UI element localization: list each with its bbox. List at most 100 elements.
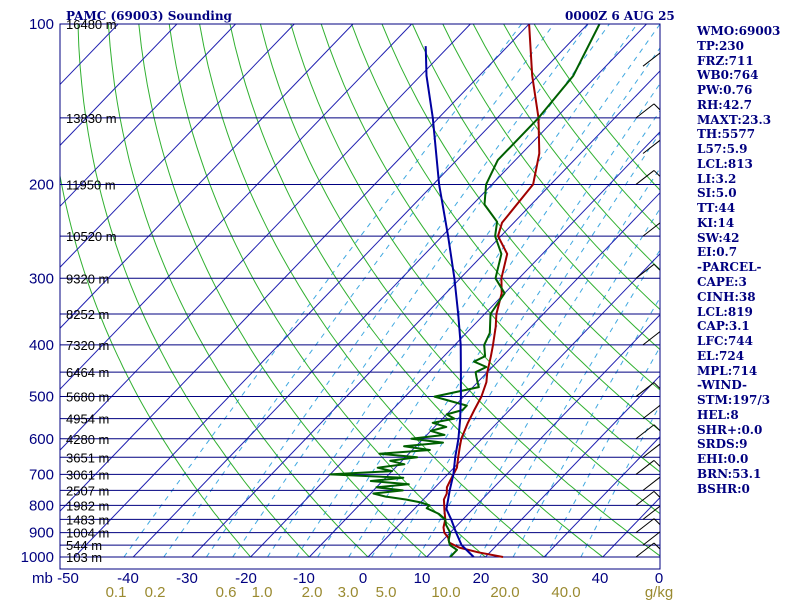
isotherm-line	[191, 70, 660, 558]
isotherm-line	[132, 24, 647, 558]
parcel-path	[424, 46, 475, 558]
wind-barb-flag	[661, 405, 667, 411]
index-item: CAP:3.1	[697, 319, 750, 334]
dry-adiabat-line	[77, 24, 310, 558]
index-item: BSHR:0	[697, 481, 750, 496]
height-label: 9320 m	[66, 271, 109, 286]
dry-adiabats	[60, 24, 660, 558]
index-item: PW:0.76	[697, 83, 753, 98]
wind-barb	[642, 222, 660, 237]
wind-barb-flag	[661, 505, 667, 511]
pressure-unit-label: mb	[32, 570, 53, 587]
wind-barbs	[635, 24, 667, 558]
temperature-tick-label: 30	[532, 570, 549, 587]
temperature-tick-label: 0	[655, 570, 663, 587]
mixing-ratio-labels: 0.1 0.2 0.6 1.0 2.0 3.0 5.0 10.0 20.0 40.0 g/kg	[106, 584, 674, 600]
wind-barb	[642, 52, 660, 67]
mixing-ratio-label: g/kg	[645, 584, 673, 600]
height-label: 7320 m	[66, 338, 109, 353]
wind-barb	[635, 170, 655, 185]
height-label: 1004 m	[66, 526, 109, 541]
wind-barb	[635, 424, 655, 440]
isotherm-line	[60, 24, 295, 269]
wind-barb	[635, 490, 655, 506]
index-item: LCL:813	[697, 156, 753, 171]
index-item: EI:0.7	[697, 245, 738, 260]
mixing-ratio-label: 10.0	[431, 584, 460, 600]
wind-barb	[635, 518, 655, 534]
mixing-ratio-label: 0.1	[106, 584, 127, 600]
wind-barb-flag	[661, 476, 667, 482]
pressure-label: 700	[29, 466, 54, 483]
mixing-ratio-line	[123, 24, 522, 558]
index-item: LI:3.2	[697, 171, 737, 186]
pressure-label: 500	[29, 389, 54, 406]
height-label: 3061 m	[66, 467, 109, 482]
height-label: 13830 m	[66, 111, 117, 126]
index-item: FRZ:711	[697, 53, 754, 68]
isotherm-line	[250, 131, 660, 558]
sounding-profiles	[329, 24, 601, 558]
index-item: SRDS:9	[697, 437, 748, 452]
index-item: WB0:764	[697, 68, 759, 83]
isotherm-line	[60, 24, 530, 512]
height-label: 10520 m	[66, 229, 117, 244]
wind-barb	[635, 103, 655, 119]
index-item: TT:44	[697, 201, 736, 216]
isotherm-line	[426, 314, 660, 558]
temperature-tick-label: 10	[414, 570, 431, 587]
pressure-label: 800	[29, 497, 54, 514]
index-item: BRN:53.1	[697, 466, 762, 481]
wind-barb	[642, 443, 660, 458]
index-item: SHR+:0.0	[697, 422, 763, 437]
pressure-label: 600	[29, 431, 54, 448]
isotherm-line	[60, 24, 178, 147]
wind-barb-flag	[653, 460, 660, 467]
isotherm-line	[308, 192, 660, 558]
wind-barb	[642, 476, 660, 491]
temperature-tick-label: 0	[359, 570, 367, 587]
height-label: 11950 m	[66, 177, 116, 192]
index-item: SI:5.0	[697, 186, 737, 201]
dry-adiabat-line	[107, 24, 369, 558]
temperature-tick-label: -50	[57, 570, 79, 587]
index-item: LCL:819	[697, 304, 753, 319]
height-label: 4954 m	[66, 412, 109, 427]
index-item: STM:197/3	[697, 393, 771, 408]
index-item: -PARCEL-	[697, 260, 762, 275]
isotherms	[60, 24, 660, 558]
height-labels: 16480 m 13830 m 11950 m 10520 m 9320 m 8252 m…	[66, 17, 117, 565]
pressure-label: 200	[29, 176, 54, 193]
isotherm-line	[543, 435, 660, 558]
mixing-ratio-label: 5.0	[376, 584, 397, 600]
mixing-ratio-label: 0.2	[145, 584, 166, 600]
height-label: 1483 m	[66, 512, 109, 527]
wind-barb	[642, 404, 660, 420]
temperature-tick-label: -20	[235, 570, 257, 587]
isotherm-line	[60, 24, 236, 208]
height-label: 103 m	[66, 550, 102, 565]
wind-barb-flag	[661, 222, 667, 228]
wind-barb-flag	[653, 518, 660, 525]
isotherm-line	[485, 374, 660, 558]
mixing-ratio-label: 2.0	[302, 584, 323, 600]
index-item: SW:42	[697, 230, 740, 245]
height-label: 8252 m	[66, 307, 109, 322]
dry-adiabat-line	[229, 24, 604, 558]
pressure-label: 400	[29, 337, 54, 354]
mixing-ratio-label: 1.0	[252, 584, 273, 600]
plot-frame	[59, 23, 661, 570]
mixing-ratio-label: 20.0	[490, 584, 519, 600]
wind-barb-flag	[653, 490, 660, 498]
index-item: L57:5.9	[697, 142, 748, 157]
wind-barb	[642, 531, 660, 546]
wind-barb	[635, 382, 655, 397]
height-label: 4280 m	[66, 432, 109, 447]
height-label: 1982 m	[66, 498, 109, 513]
index-item: -WIND-	[697, 378, 747, 393]
wind-barb-flag	[653, 170, 660, 177]
pressure-label: 300	[29, 270, 54, 287]
wind-barb-flag	[653, 424, 660, 432]
mixing-ratio-label: 0.6	[216, 584, 237, 600]
